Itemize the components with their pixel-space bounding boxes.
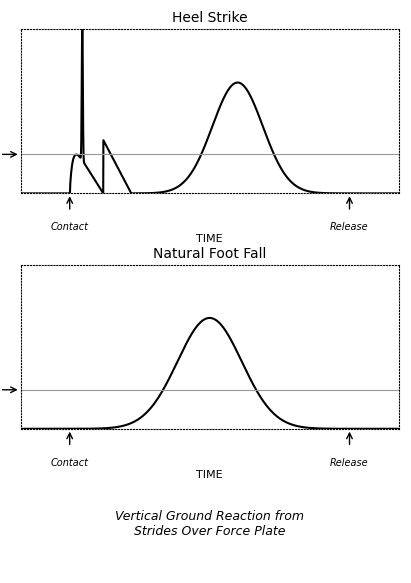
Title: Natural Foot Fall: Natural Foot Fall [153, 247, 266, 261]
Text: Contact: Contact [51, 222, 89, 232]
Text: Release: Release [330, 222, 369, 232]
Text: TIME: TIME [196, 234, 223, 244]
Text: TIME: TIME [196, 470, 223, 480]
Text: Release: Release [330, 458, 369, 468]
Title: Heel Strike: Heel Strike [172, 11, 247, 25]
Text: Vertical Ground Reaction from
Strides Over Force Plate: Vertical Ground Reaction from Strides Ov… [115, 510, 304, 538]
Text: Contact: Contact [51, 458, 89, 468]
